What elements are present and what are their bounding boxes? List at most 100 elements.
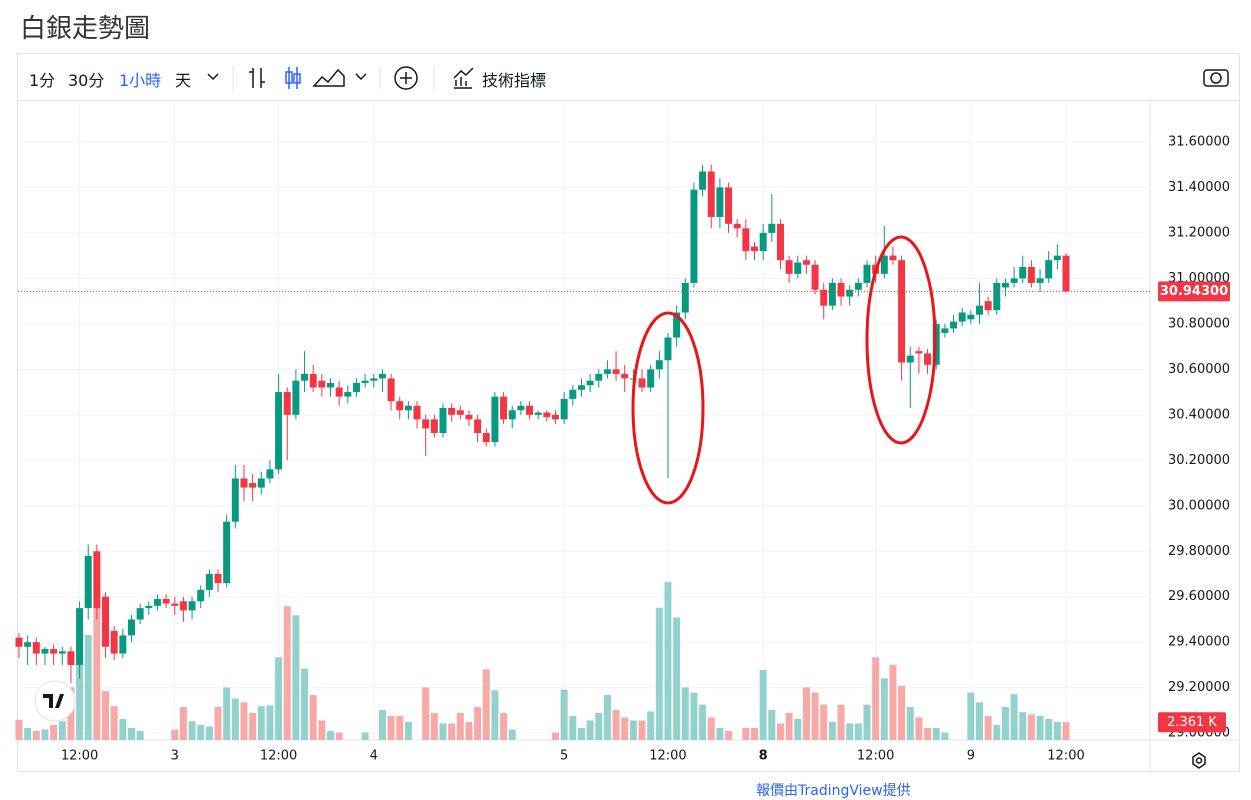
volume-bar (266, 705, 274, 740)
volume-bar (742, 727, 750, 740)
x-tick-label: 5 (560, 749, 568, 764)
volume-bar (257, 706, 265, 740)
volume-bar (759, 670, 767, 740)
last-volume-box (1158, 712, 1226, 733)
volume-bar (456, 712, 464, 740)
candle-body (84, 555, 92, 609)
candle-body (560, 398, 568, 420)
interval-button[interactable]: 天 (175, 71, 192, 90)
volume-bar (586, 720, 594, 740)
interval-button[interactable]: 30分 (68, 71, 105, 90)
annotation-circle (865, 235, 937, 445)
volume-bar (119, 718, 127, 740)
candle-body (327, 382, 335, 388)
candle-body (924, 353, 932, 365)
candle-body (387, 378, 395, 402)
candle-body (586, 380, 594, 386)
volume-bar (1010, 694, 1018, 740)
volume-bar (716, 727, 724, 740)
x-tick-label: 12:00 (857, 749, 894, 764)
volume-bar (794, 718, 802, 740)
volume-bar (378, 709, 386, 740)
camera-lens (1210, 72, 1222, 84)
candle-body (517, 405, 525, 411)
candle-body (880, 255, 888, 274)
volume-bar (491, 690, 499, 740)
candle-body (915, 351, 923, 354)
candle-body (127, 619, 135, 636)
volume-bar (465, 721, 473, 740)
indicator-icon[interactable] (453, 67, 474, 89)
candle-body (361, 380, 369, 383)
add-icon-plus (400, 72, 412, 84)
add-icon[interactable] (394, 66, 418, 90)
candle-body (854, 282, 862, 290)
indicators-button[interactable]: 技術指標 (482, 71, 547, 90)
candle-body (1027, 267, 1035, 283)
dropdown-arrow[interactable] (207, 73, 219, 81)
volume-bar (309, 694, 317, 740)
candle-body (1036, 278, 1044, 283)
x-tick-label: 9 (967, 749, 975, 764)
candle-body (24, 642, 32, 647)
volume-bar (188, 721, 196, 740)
volume-bar (846, 723, 854, 740)
candle-body (690, 189, 698, 283)
candle-body (1045, 260, 1053, 279)
volume-bar (802, 687, 810, 740)
candle-body (1053, 255, 1061, 261)
volume-bar (941, 732, 949, 740)
volume-bar (681, 687, 689, 740)
volume-bar (58, 721, 66, 740)
volume-bar (127, 727, 135, 740)
volume-bar (725, 730, 733, 740)
volume-bar (811, 692, 819, 740)
candle-body (275, 392, 283, 470)
interval-button[interactable]: 1分 (29, 71, 56, 90)
volume-bar (1036, 715, 1044, 740)
y-tick-label: 30.80000 (1168, 316, 1230, 331)
interval-button[interactable]: 1小時 (119, 71, 162, 90)
candles-icon-body (293, 73, 301, 84)
volume-bar (76, 664, 84, 740)
candle-body (223, 521, 231, 584)
candle-body (950, 321, 958, 329)
candle-body (119, 635, 127, 654)
volume-bar (638, 720, 646, 740)
candle-body (153, 599, 161, 606)
x-tick-label: 4 (370, 749, 378, 764)
dropdown-arrow[interactable] (355, 73, 367, 81)
candle-body (647, 369, 655, 388)
candle-body (1001, 282, 1009, 288)
volume-bar (854, 723, 862, 740)
toolbar-icons (207, 66, 1229, 90)
volume-bar (422, 687, 430, 740)
candle-body (1019, 267, 1027, 279)
volume-bar (655, 607, 663, 740)
bars-icon[interactable] (249, 68, 265, 88)
candle-body (655, 360, 663, 370)
candle-body (967, 314, 975, 320)
volume-bar (102, 691, 110, 740)
area-icon[interactable] (312, 68, 345, 87)
volume-bar (439, 723, 447, 740)
volume-bar (906, 706, 914, 740)
volume-bar (500, 712, 508, 740)
volume-bar (621, 717, 629, 740)
volume-bar (179, 706, 187, 740)
candles-icon[interactable] (288, 67, 298, 89)
volume-bar (136, 730, 144, 740)
volume-bar (863, 704, 871, 740)
candle-body (681, 282, 689, 313)
volume-bar (318, 720, 326, 740)
candle-body (551, 414, 559, 420)
volume-bar (171, 729, 179, 740)
candle-body (283, 392, 291, 415)
candle-body (197, 589, 205, 602)
candle-body (162, 599, 170, 604)
candle-body (889, 255, 897, 261)
volume-bar (595, 712, 603, 740)
candle-body (292, 380, 300, 415)
camera-icon[interactable] (1203, 69, 1229, 87)
